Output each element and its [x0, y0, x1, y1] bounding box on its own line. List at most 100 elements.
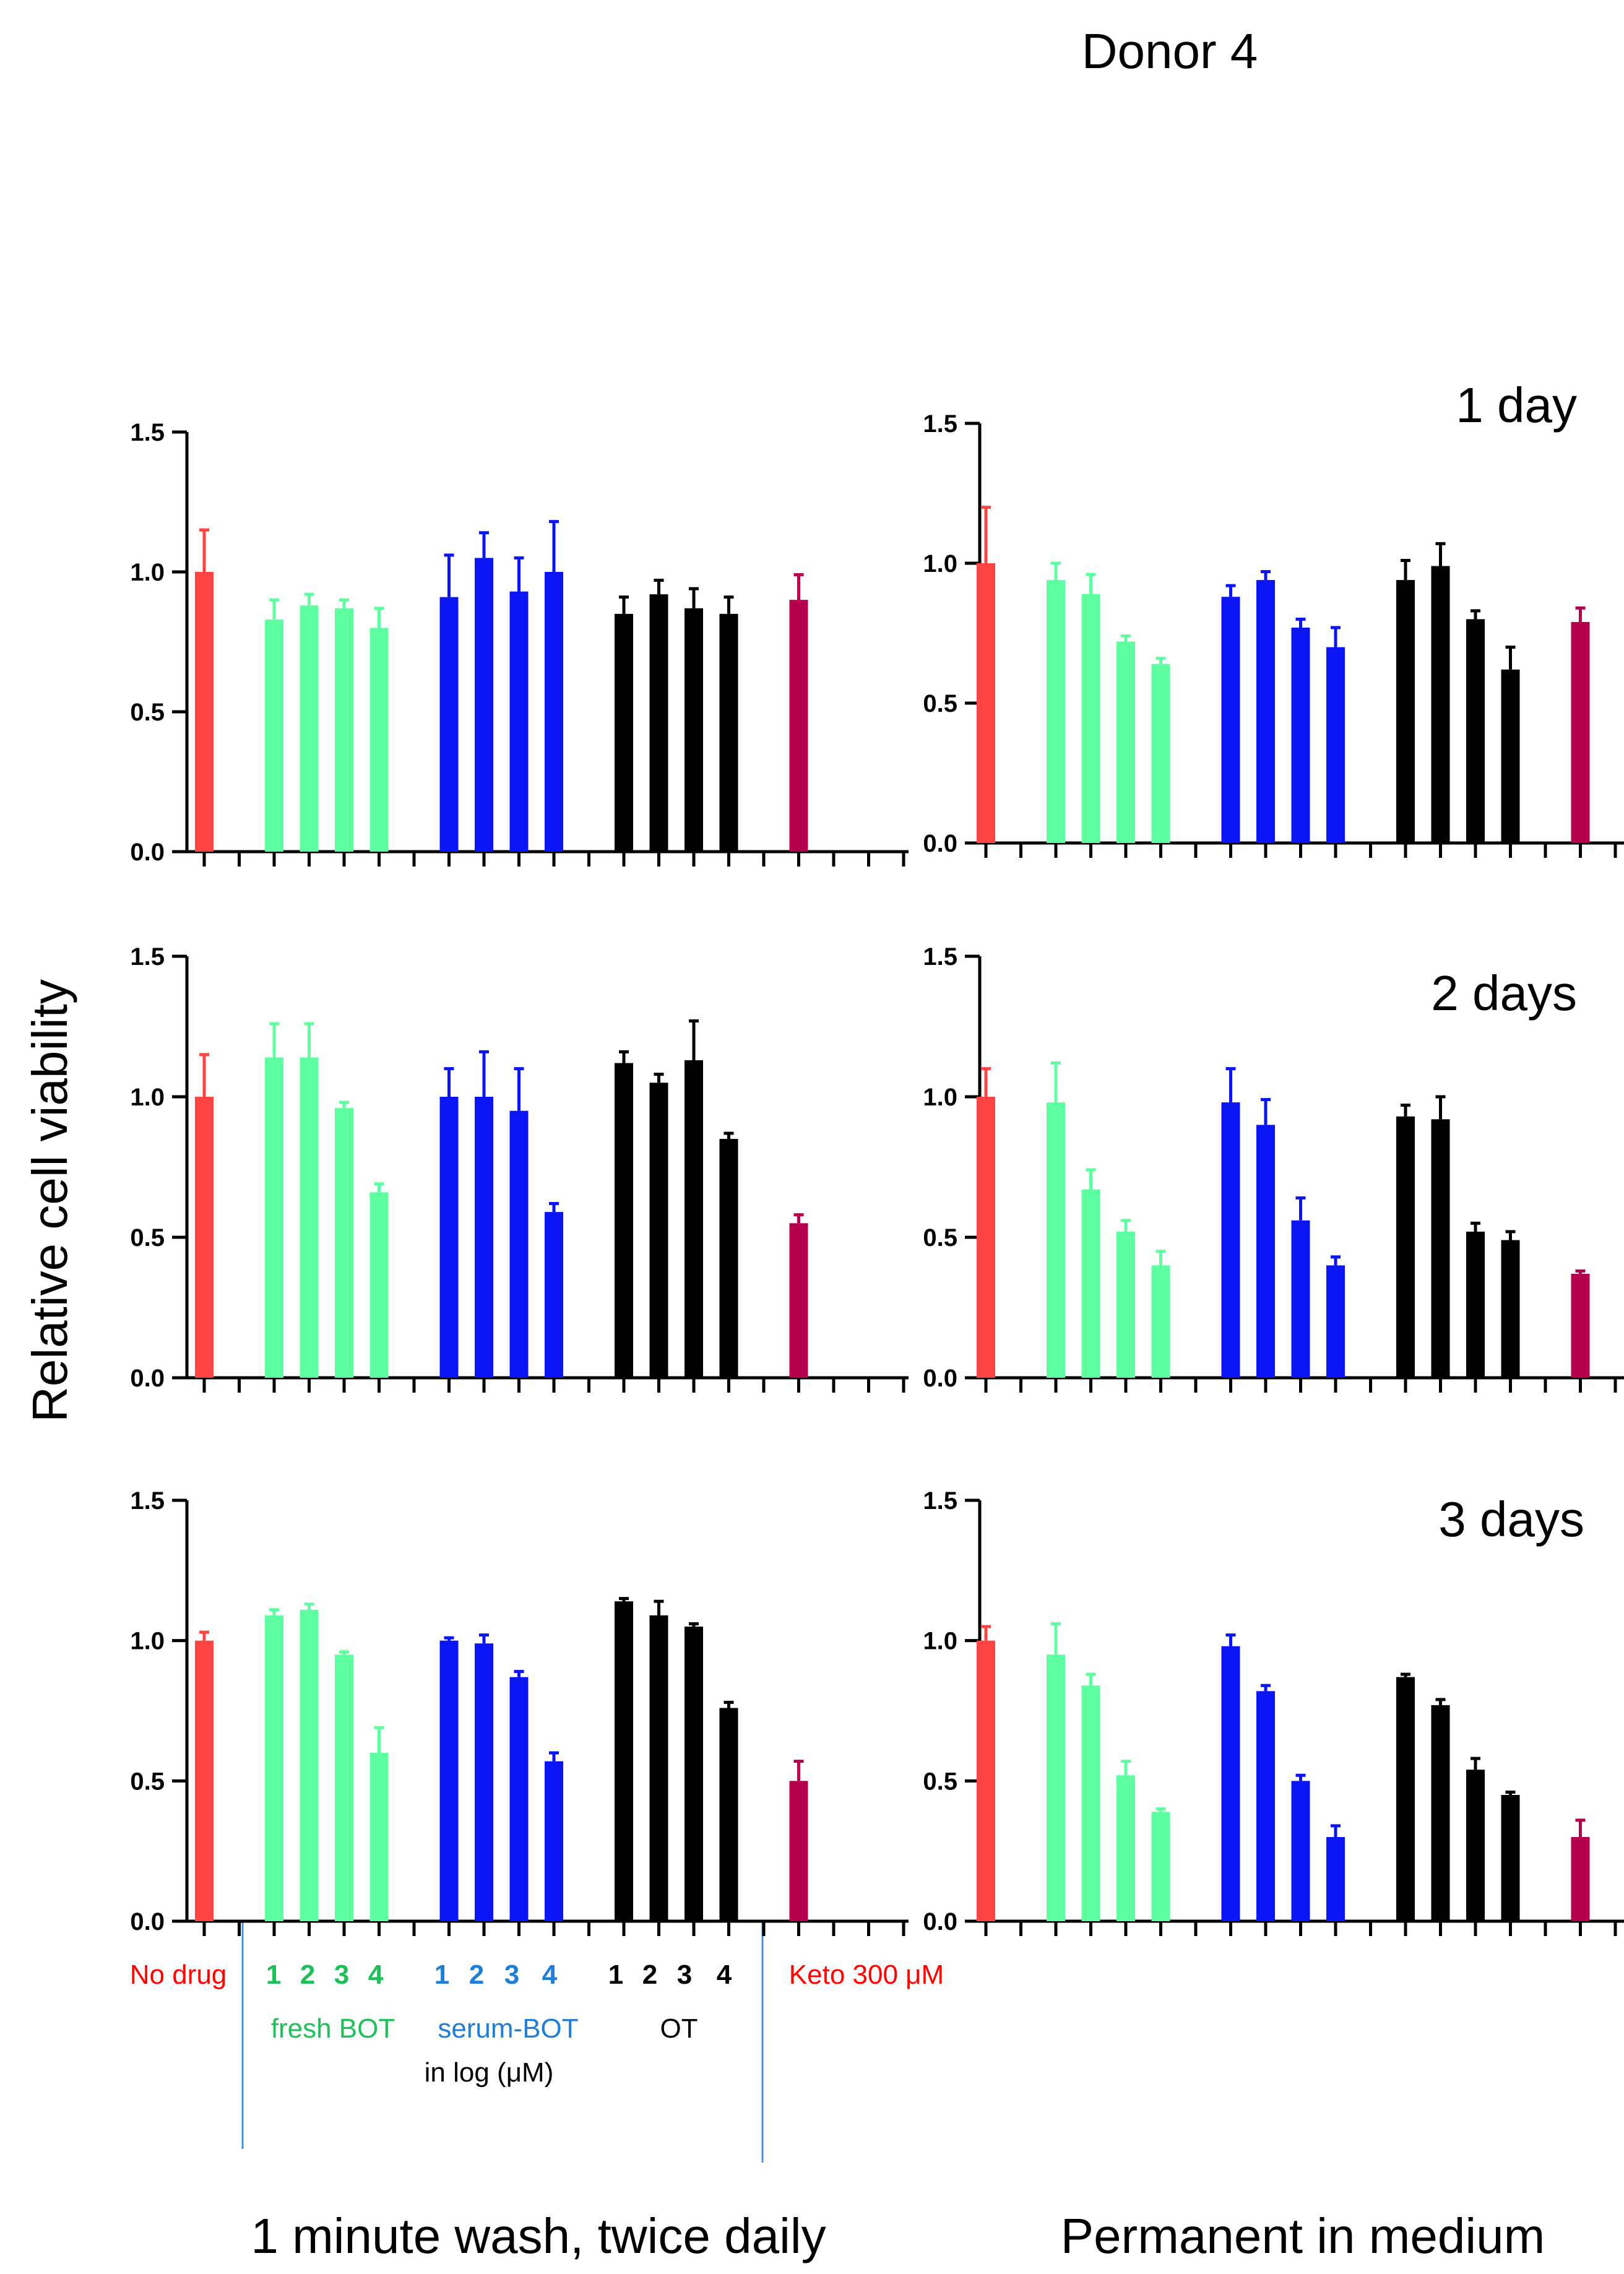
label-fresh-bot: fresh BOT	[271, 2013, 395, 2044]
bar-ot	[649, 1615, 668, 1921]
bar-serum-bot	[509, 591, 529, 852]
bar-fresh-bot	[265, 1057, 283, 1378]
bar-ot	[1466, 1770, 1485, 1921]
bar-ot	[719, 1139, 738, 1378]
y-tick-label: 0.5	[923, 690, 957, 717]
panel-row-label: 1 day	[1456, 378, 1577, 433]
y-tick-label: 1.0	[923, 550, 957, 577]
y-tick-label: 1.5	[130, 419, 165, 446]
label-units: in log (μM)	[425, 2057, 554, 2088]
bar-ot	[649, 1083, 668, 1378]
bar-serum-bot	[545, 572, 563, 852]
bar-fresh-bot	[1081, 1685, 1100, 1921]
bar-serum-bot	[1326, 1837, 1345, 1921]
bar-fresh-bot	[1151, 664, 1170, 843]
bar-fresh-bot	[369, 1192, 389, 1378]
bar-fresh-bot	[1047, 580, 1065, 843]
label-fresh-1: 1	[266, 1960, 281, 1990]
bar-ot	[1466, 1231, 1485, 1378]
bar-fresh-bot	[1116, 641, 1135, 843]
bar-ot	[1396, 1116, 1415, 1378]
bar-ot	[1431, 566, 1450, 843]
bar-serum-bot	[509, 1110, 529, 1378]
bar-fresh-bot	[335, 608, 353, 852]
bar-fresh-bot	[265, 1615, 283, 1921]
y-tick-label: 0.0	[130, 1365, 165, 1392]
bar-ot	[1431, 1705, 1450, 1921]
bar-no-drug	[195, 572, 214, 852]
panel-wash-day1: 0.0 0.5 1.0 1.5	[130, 419, 909, 867]
bar-keto	[1571, 1837, 1590, 1921]
y-tick-label: 0.0	[130, 839, 165, 866]
bar-serum-bot	[1256, 1691, 1275, 1921]
y-tick-label: 0.5	[130, 699, 165, 726]
panel-wash-day2: 0.0 0.5 1.0 1.5	[130, 943, 909, 1393]
bar-ot	[1501, 1240, 1520, 1378]
bar-keto	[789, 600, 808, 852]
bar-fresh-bot	[335, 1108, 353, 1378]
y-tick-label: 0.5	[130, 1768, 165, 1795]
y-tick-label: 0.0	[130, 1908, 165, 1935]
bar-fresh-bot	[265, 619, 283, 852]
bar-no-drug	[195, 1640, 214, 1921]
bar-fresh-bot	[1116, 1775, 1135, 1921]
bar-serum-bot	[545, 1761, 563, 1921]
bar-ot	[1431, 1119, 1450, 1378]
y-tick-label: 1.5	[923, 1487, 957, 1515]
y-tick-label: 1.0	[130, 1628, 165, 1655]
y-tick-label: 0.0	[923, 1365, 957, 1392]
label-fresh-4: 4	[368, 1960, 384, 1990]
bar-ot	[719, 1708, 738, 1921]
bar-ot	[615, 613, 633, 852]
bar-fresh-bot	[1081, 594, 1100, 843]
bar-serum-bot	[1221, 597, 1240, 843]
y-tick-label: 0.5	[923, 1768, 957, 1795]
label-serum-3: 3	[504, 1960, 519, 1990]
bar-serum-bot	[1256, 580, 1275, 843]
bar-no-drug	[195, 1097, 214, 1378]
label-serum-2: 2	[469, 1960, 484, 1990]
bar-keto	[1571, 621, 1590, 843]
label-ot: OT	[660, 2013, 698, 2044]
bar-fresh-bot	[1151, 1265, 1170, 1378]
bar-fresh-bot	[369, 1753, 389, 1921]
bar-keto	[1571, 1274, 1590, 1378]
panel-perm-day2: 2 days 0.0 0.5 1.0 1.5	[923, 943, 1624, 1393]
bar-no-drug	[977, 563, 995, 843]
bar-no-drug	[977, 1640, 995, 1921]
label-keto: Keto 300 μM	[789, 1960, 944, 1990]
label-no-drug: No drug	[130, 1960, 227, 1990]
y-tick-label: 1.0	[923, 1628, 957, 1655]
label-ot-4: 4	[717, 1960, 732, 1990]
panel-wash-day3: 0.0 0.5 1.0 1.5	[130, 1487, 909, 1936]
label-serum-bot: serum-BOT	[438, 2013, 578, 2044]
bar-fresh-bot	[335, 1654, 353, 1921]
bar-fresh-bot	[300, 1057, 319, 1378]
bar-serum-bot	[1326, 1265, 1345, 1378]
bar-keto	[789, 1223, 808, 1378]
panel-perm-day3: 3 days 0.0 0.5 1.0 1.5	[923, 1487, 1624, 1936]
y-tick-label: 0.0	[923, 1908, 957, 1935]
bar-ot	[1396, 580, 1415, 843]
y-tick-label: 0.5	[923, 1224, 957, 1252]
bar-serum-bot	[439, 597, 459, 852]
bar-serum-bot	[475, 1643, 493, 1921]
bar-serum-bot	[509, 1677, 529, 1921]
bar-no-drug	[977, 1097, 995, 1378]
panel-row-label: 3 days	[1438, 1492, 1584, 1547]
bar-serum-bot	[439, 1640, 459, 1921]
bar-ot	[615, 1063, 633, 1378]
bar-serum-bot	[1291, 1781, 1310, 1921]
label-ot-1: 1	[608, 1960, 623, 1990]
bar-serum-bot	[1291, 627, 1310, 843]
label-ot-2: 2	[642, 1960, 657, 1990]
bar-serum-bot	[439, 1097, 459, 1378]
bar-ot	[719, 613, 738, 852]
bar-ot	[685, 608, 703, 852]
bar-fresh-bot	[1116, 1231, 1135, 1378]
bar-fresh-bot	[1047, 1102, 1065, 1378]
y-tick-label: 0.0	[923, 830, 957, 857]
y-tick-label: 1.0	[130, 559, 165, 586]
bar-fresh-bot	[1151, 1812, 1170, 1921]
